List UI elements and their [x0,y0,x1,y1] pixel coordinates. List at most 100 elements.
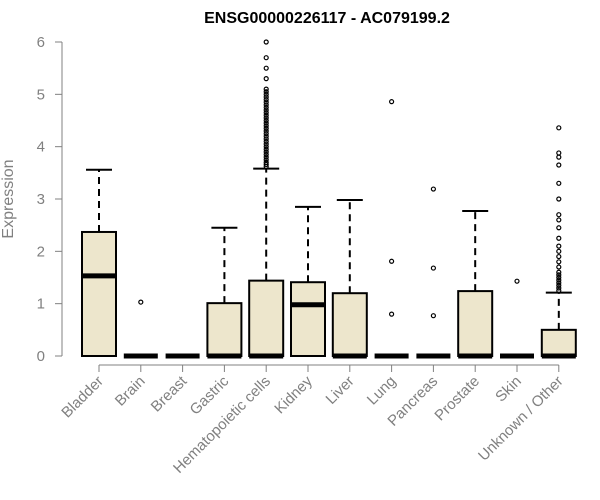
outlier-point [556,282,562,288]
box-group [290,205,326,357]
outlier-point [556,274,562,281]
outlier-point [556,225,562,231]
x-tick-label: Breast [148,372,191,415]
outlier-point [389,99,395,105]
outlier-point [263,149,269,155]
outlier-point [263,141,269,147]
box-group [206,226,243,359]
outlier-point [263,86,269,92]
outlier-point [556,154,562,160]
outlier-point [263,89,269,95]
y-axis: 0 1 2 3 4 5 6 [37,34,63,365]
outlier-point [430,265,436,271]
outlier-point [263,112,269,118]
outlier-point [556,287,562,294]
outlier-point [263,146,269,152]
outlier-point [263,161,269,168]
box [540,328,577,358]
outlier-point [263,144,269,150]
outlier-point [263,115,269,121]
x-tick-label: Lung [364,373,400,409]
box-group [331,199,368,359]
outlier-point [556,280,562,286]
box [206,302,243,358]
outlier-point [263,128,269,134]
box [290,281,326,357]
outlier-point [263,151,269,158]
outlier-point [263,120,269,126]
outlier-point [556,285,562,291]
outlier-point [430,186,436,192]
outlier-point [556,243,562,249]
outlier-point [263,104,269,111]
outlier-point [556,180,562,186]
box [81,230,117,357]
x-tick-label: Kidney [271,372,316,417]
outlier-point [556,253,562,260]
outlier-point [263,39,269,45]
y-tick-label: 1 [37,296,45,313]
outlier-point [263,123,269,129]
outlier-point [263,55,269,61]
outlier-point [263,157,269,163]
y-tick-label: 3 [37,191,45,208]
outlier-point [263,138,269,145]
outlier-point [514,278,520,284]
outlier-point [263,76,269,82]
outlier-point [556,259,562,265]
box-group [248,39,285,359]
outlier-point [263,136,269,142]
outlier-point [556,162,562,168]
outlier-point [263,117,269,124]
outlier-point [263,99,269,105]
box [248,279,285,358]
outlier-point [263,110,269,116]
box-group [457,210,494,359]
outlier-point [263,133,269,139]
outlier-point [263,159,269,165]
box [331,292,368,358]
x-tick-label: Liver [323,373,358,408]
y-tick-label: 5 [37,86,45,103]
box-group [123,299,158,359]
plot-area [81,39,577,359]
y-axis-label: Expression [0,159,17,238]
x-tick-label: Brain [112,373,149,410]
outlier-point [556,125,562,131]
chart-title: ENSG00000226117 - AC079199.2 [204,10,450,27]
box [457,290,494,357]
box-group [81,168,117,357]
outlier-point [263,94,269,100]
outlier-point [556,248,562,254]
outlier-point [263,96,269,103]
outlier-point [556,272,562,278]
outlier-point [263,107,269,113]
y-tick-label: 0 [37,348,45,365]
outlier-point [556,212,562,218]
x-tick-label: Prostate [431,373,483,425]
outlier-point [263,91,269,97]
box-group [374,99,409,359]
outlier-point [263,130,269,137]
outlier-point [389,258,395,264]
outlier-point [263,125,269,131]
y-tick-label: 6 [37,34,45,51]
outlier-point [556,235,562,241]
outlier-point [556,150,562,156]
y-tick-label: 2 [37,243,45,260]
box-group [500,278,534,359]
outlier-point [138,299,144,305]
outlier-point [389,311,395,317]
box-group [540,125,577,359]
outlier-point [263,154,269,160]
outlier-point [556,196,562,202]
outlier-point [556,264,562,270]
outlier-point [430,313,436,319]
outlier-point [263,102,269,108]
outlier-point [556,269,562,275]
outlier-point [556,217,562,223]
outlier-point [556,277,562,283]
outlier-point [263,65,269,71]
